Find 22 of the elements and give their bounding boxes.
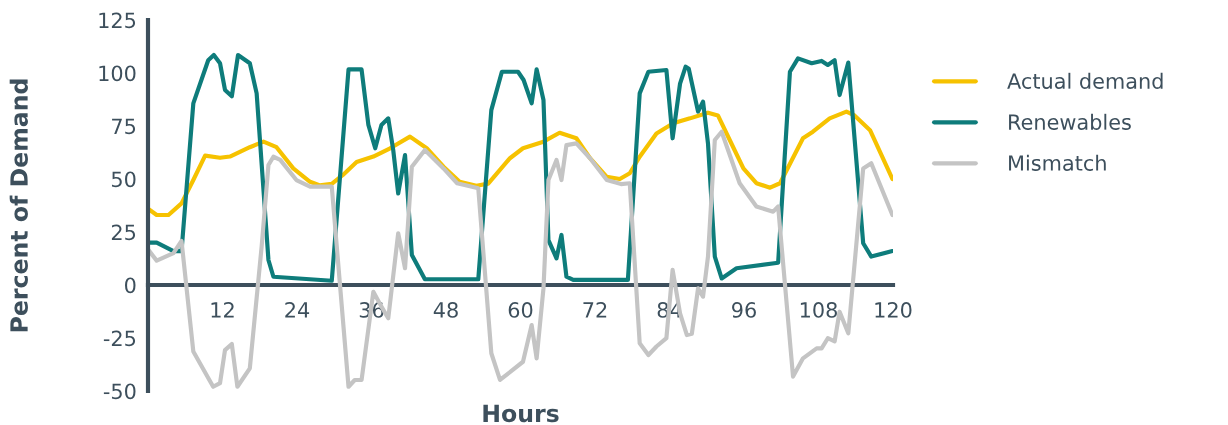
- x-axis-title: Hours: [483, 404, 559, 423]
- y-tick-label: 125: [99, 12, 136, 29]
- line-series: [148, 52, 893, 283]
- x-tick-label: 48: [433, 302, 458, 318]
- x-tick-label: 60: [508, 302, 533, 318]
- x-tick-label: 12: [211, 302, 234, 318]
- y-tick-label: 100: [99, 65, 136, 82]
- y-axis-title: Percent of Demand: [9, 79, 28, 332]
- y-tick-label: 50: [111, 171, 136, 188]
- x-tick-label: 24: [285, 302, 310, 318]
- legend-label: Actual demand: [1007, 72, 1163, 89]
- y-tick-label: 75: [112, 118, 136, 135]
- legend-label: Renewables: [1009, 113, 1131, 130]
- x-tick-label: 120: [875, 302, 912, 318]
- x-tick-label: 96: [732, 302, 756, 318]
- y-tick-label: 25: [111, 224, 136, 241]
- y-tick-label: -50: [103, 383, 136, 400]
- x-tick-label: 72: [583, 302, 607, 318]
- y-tick-label: 0: [125, 277, 136, 294]
- y-tick-label: -25: [103, 330, 136, 347]
- x-tick-label: 108: [800, 302, 837, 318]
- legend-label: Mismatch: [1009, 154, 1106, 171]
